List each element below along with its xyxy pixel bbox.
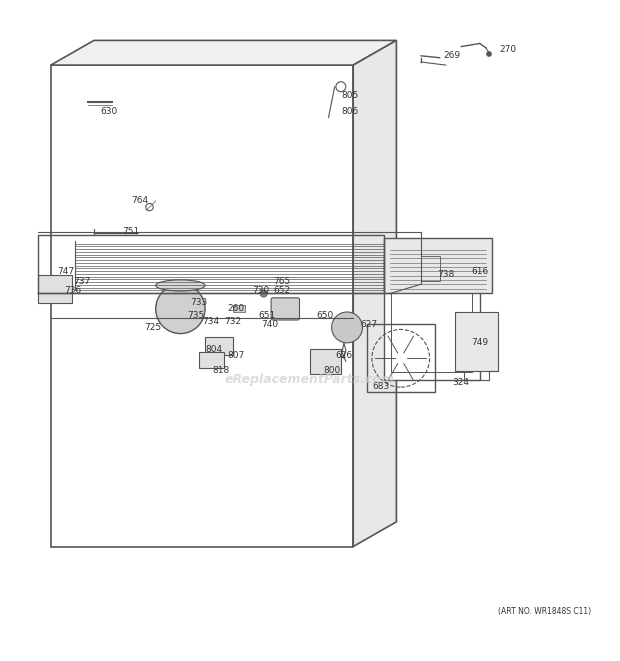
Bar — [455, 312, 498, 371]
Text: eReplacementParts.com: eReplacementParts.com — [225, 373, 395, 387]
Text: 652: 652 — [273, 286, 291, 295]
Text: 616: 616 — [471, 267, 489, 276]
Text: 800: 800 — [323, 366, 340, 375]
Polygon shape — [51, 40, 396, 65]
Text: 749: 749 — [471, 338, 489, 347]
Text: 806: 806 — [342, 107, 359, 116]
Text: 269: 269 — [443, 52, 461, 60]
Text: 751: 751 — [122, 227, 140, 236]
Text: 733: 733 — [190, 298, 208, 307]
Bar — [384, 256, 480, 380]
Text: 804: 804 — [206, 344, 223, 354]
Polygon shape — [353, 40, 396, 547]
Text: (ART NO. WR1848S C11): (ART NO. WR1848S C11) — [498, 607, 591, 616]
Ellipse shape — [156, 280, 205, 291]
Text: 737: 737 — [73, 276, 91, 286]
Bar — [51, 65, 353, 547]
Text: 740: 740 — [261, 320, 278, 329]
Circle shape — [332, 312, 363, 343]
Text: 747: 747 — [58, 267, 75, 276]
Bar — [38, 275, 73, 303]
Bar — [384, 238, 492, 293]
Text: 650: 650 — [317, 311, 334, 319]
Text: 734: 734 — [203, 317, 220, 326]
Text: 738: 738 — [437, 270, 454, 280]
Bar — [391, 264, 472, 372]
Text: 807: 807 — [228, 351, 244, 360]
Text: 805: 805 — [342, 91, 359, 100]
Text: 736: 736 — [64, 286, 81, 295]
FancyBboxPatch shape — [271, 298, 299, 320]
Bar — [233, 305, 245, 312]
Text: 270: 270 — [499, 45, 516, 54]
Text: 651: 651 — [258, 311, 275, 319]
Text: 683: 683 — [373, 381, 389, 391]
Text: 765: 765 — [273, 276, 291, 286]
Bar — [421, 256, 440, 281]
Text: 324: 324 — [453, 379, 470, 387]
Circle shape — [336, 82, 346, 92]
Text: 627: 627 — [360, 320, 377, 329]
Text: 818: 818 — [212, 366, 229, 375]
Bar — [310, 349, 341, 373]
Text: 735: 735 — [187, 311, 205, 319]
Text: 626: 626 — [335, 351, 353, 360]
Bar — [199, 352, 224, 368]
Text: 732: 732 — [224, 317, 241, 326]
Bar — [205, 336, 233, 355]
Text: 260: 260 — [228, 305, 244, 313]
Text: 764: 764 — [131, 196, 149, 206]
Bar — [367, 325, 435, 392]
Text: 730: 730 — [252, 286, 269, 295]
Text: 725: 725 — [144, 323, 161, 332]
Text: 630: 630 — [101, 107, 118, 116]
Circle shape — [487, 52, 492, 56]
Circle shape — [156, 284, 205, 334]
Circle shape — [260, 290, 267, 297]
